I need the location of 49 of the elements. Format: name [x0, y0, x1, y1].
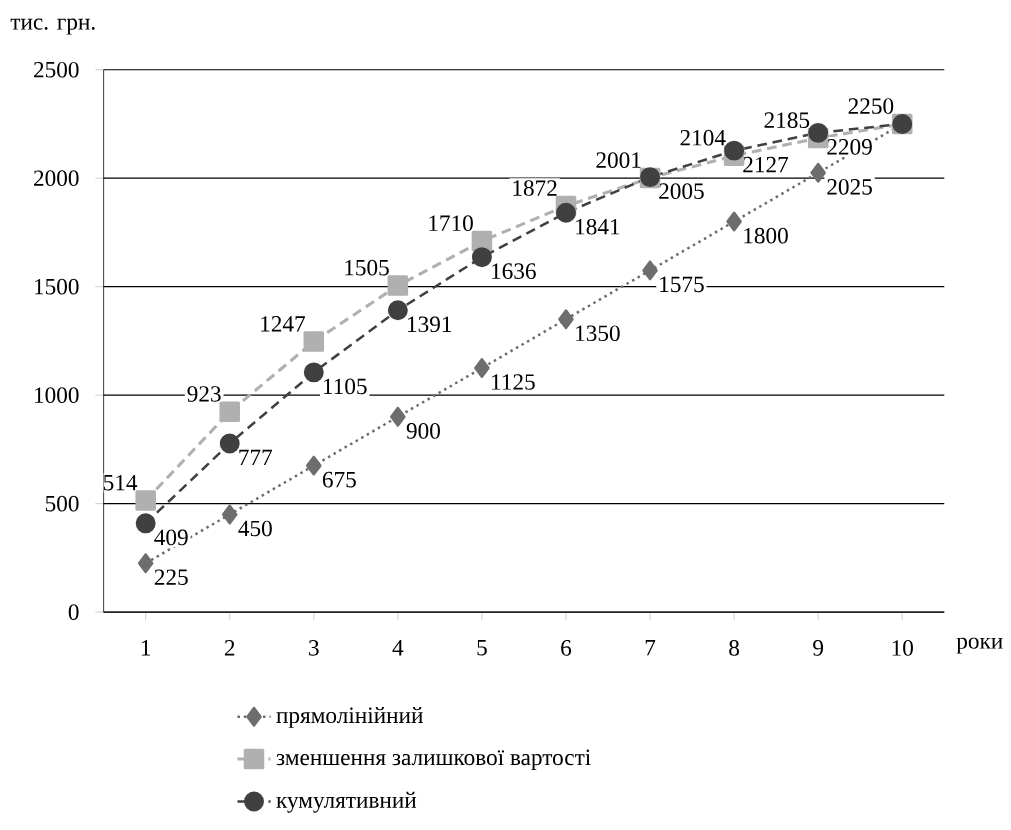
- x-tick-label: 3: [309, 640, 319, 656]
- data-label: 900: [406, 423, 440, 439]
- data-label: 1841: [576, 218, 620, 235]
- x-tick-label: 7: [645, 640, 656, 656]
- y-tick-label: 2000: [34, 170, 79, 187]
- data-label: 225: [154, 569, 188, 586]
- y-axis-title: тис. грн.: [10, 18, 95, 35]
- data-label: 1575: [660, 276, 704, 293]
- y-tick-label: 1500: [35, 278, 79, 295]
- x-tick-label: 1: [141, 640, 151, 656]
- data-label: 1636: [492, 263, 536, 279]
- legend-label: зменшення залишкової вартості: [276, 749, 591, 770]
- x-tick-label: 9: [813, 640, 824, 656]
- data-label: 1247: [261, 316, 305, 332]
- y-tick-label: 2500: [34, 61, 79, 78]
- y-tick-label: 0: [68, 604, 79, 620]
- x-tick-label: 6: [561, 640, 572, 656]
- x-axis-title: роки: [956, 637, 1003, 654]
- data-label: 777: [239, 449, 273, 465]
- data-label: 1800: [744, 227, 788, 244]
- data-label: 1125: [492, 374, 535, 390]
- x-tick-label: 5: [477, 640, 487, 656]
- data-label: 1105: [323, 378, 367, 395]
- data-label: 2005: [659, 183, 704, 199]
- data-label: 514: [104, 474, 138, 491]
- legend-label: кумулятивний: [276, 791, 417, 813]
- data-label: 1872: [513, 180, 557, 196]
- data-label: 1391: [408, 316, 452, 333]
- data-label: 1505: [345, 259, 389, 276]
- data-label: 450: [238, 520, 272, 537]
- data-label: 2185: [764, 112, 810, 128]
- data-label: 1710: [429, 215, 473, 232]
- x-tick-label: 4: [392, 640, 404, 656]
- data-label: 1350: [576, 325, 620, 342]
- x-tick-label: 10: [892, 640, 913, 656]
- data-label: 2025: [827, 178, 872, 195]
- legend-label: прямолінійний: [276, 706, 423, 728]
- data-label: 2127: [743, 156, 789, 173]
- data-label: 2104: [680, 129, 726, 146]
- data-label: 675: [322, 471, 356, 488]
- data-label: 2250: [848, 98, 894, 114]
- data-label: 2209: [827, 139, 872, 155]
- x-tick-label: 2: [224, 640, 235, 656]
- x-tick-label: 8: [729, 640, 740, 656]
- data-label: 923: [187, 386, 221, 402]
- y-tick-label: 1000: [35, 387, 79, 403]
- data-label: 409: [154, 529, 188, 546]
- data-label: 2001: [596, 152, 641, 168]
- y-tick-label: 500: [45, 495, 79, 512]
